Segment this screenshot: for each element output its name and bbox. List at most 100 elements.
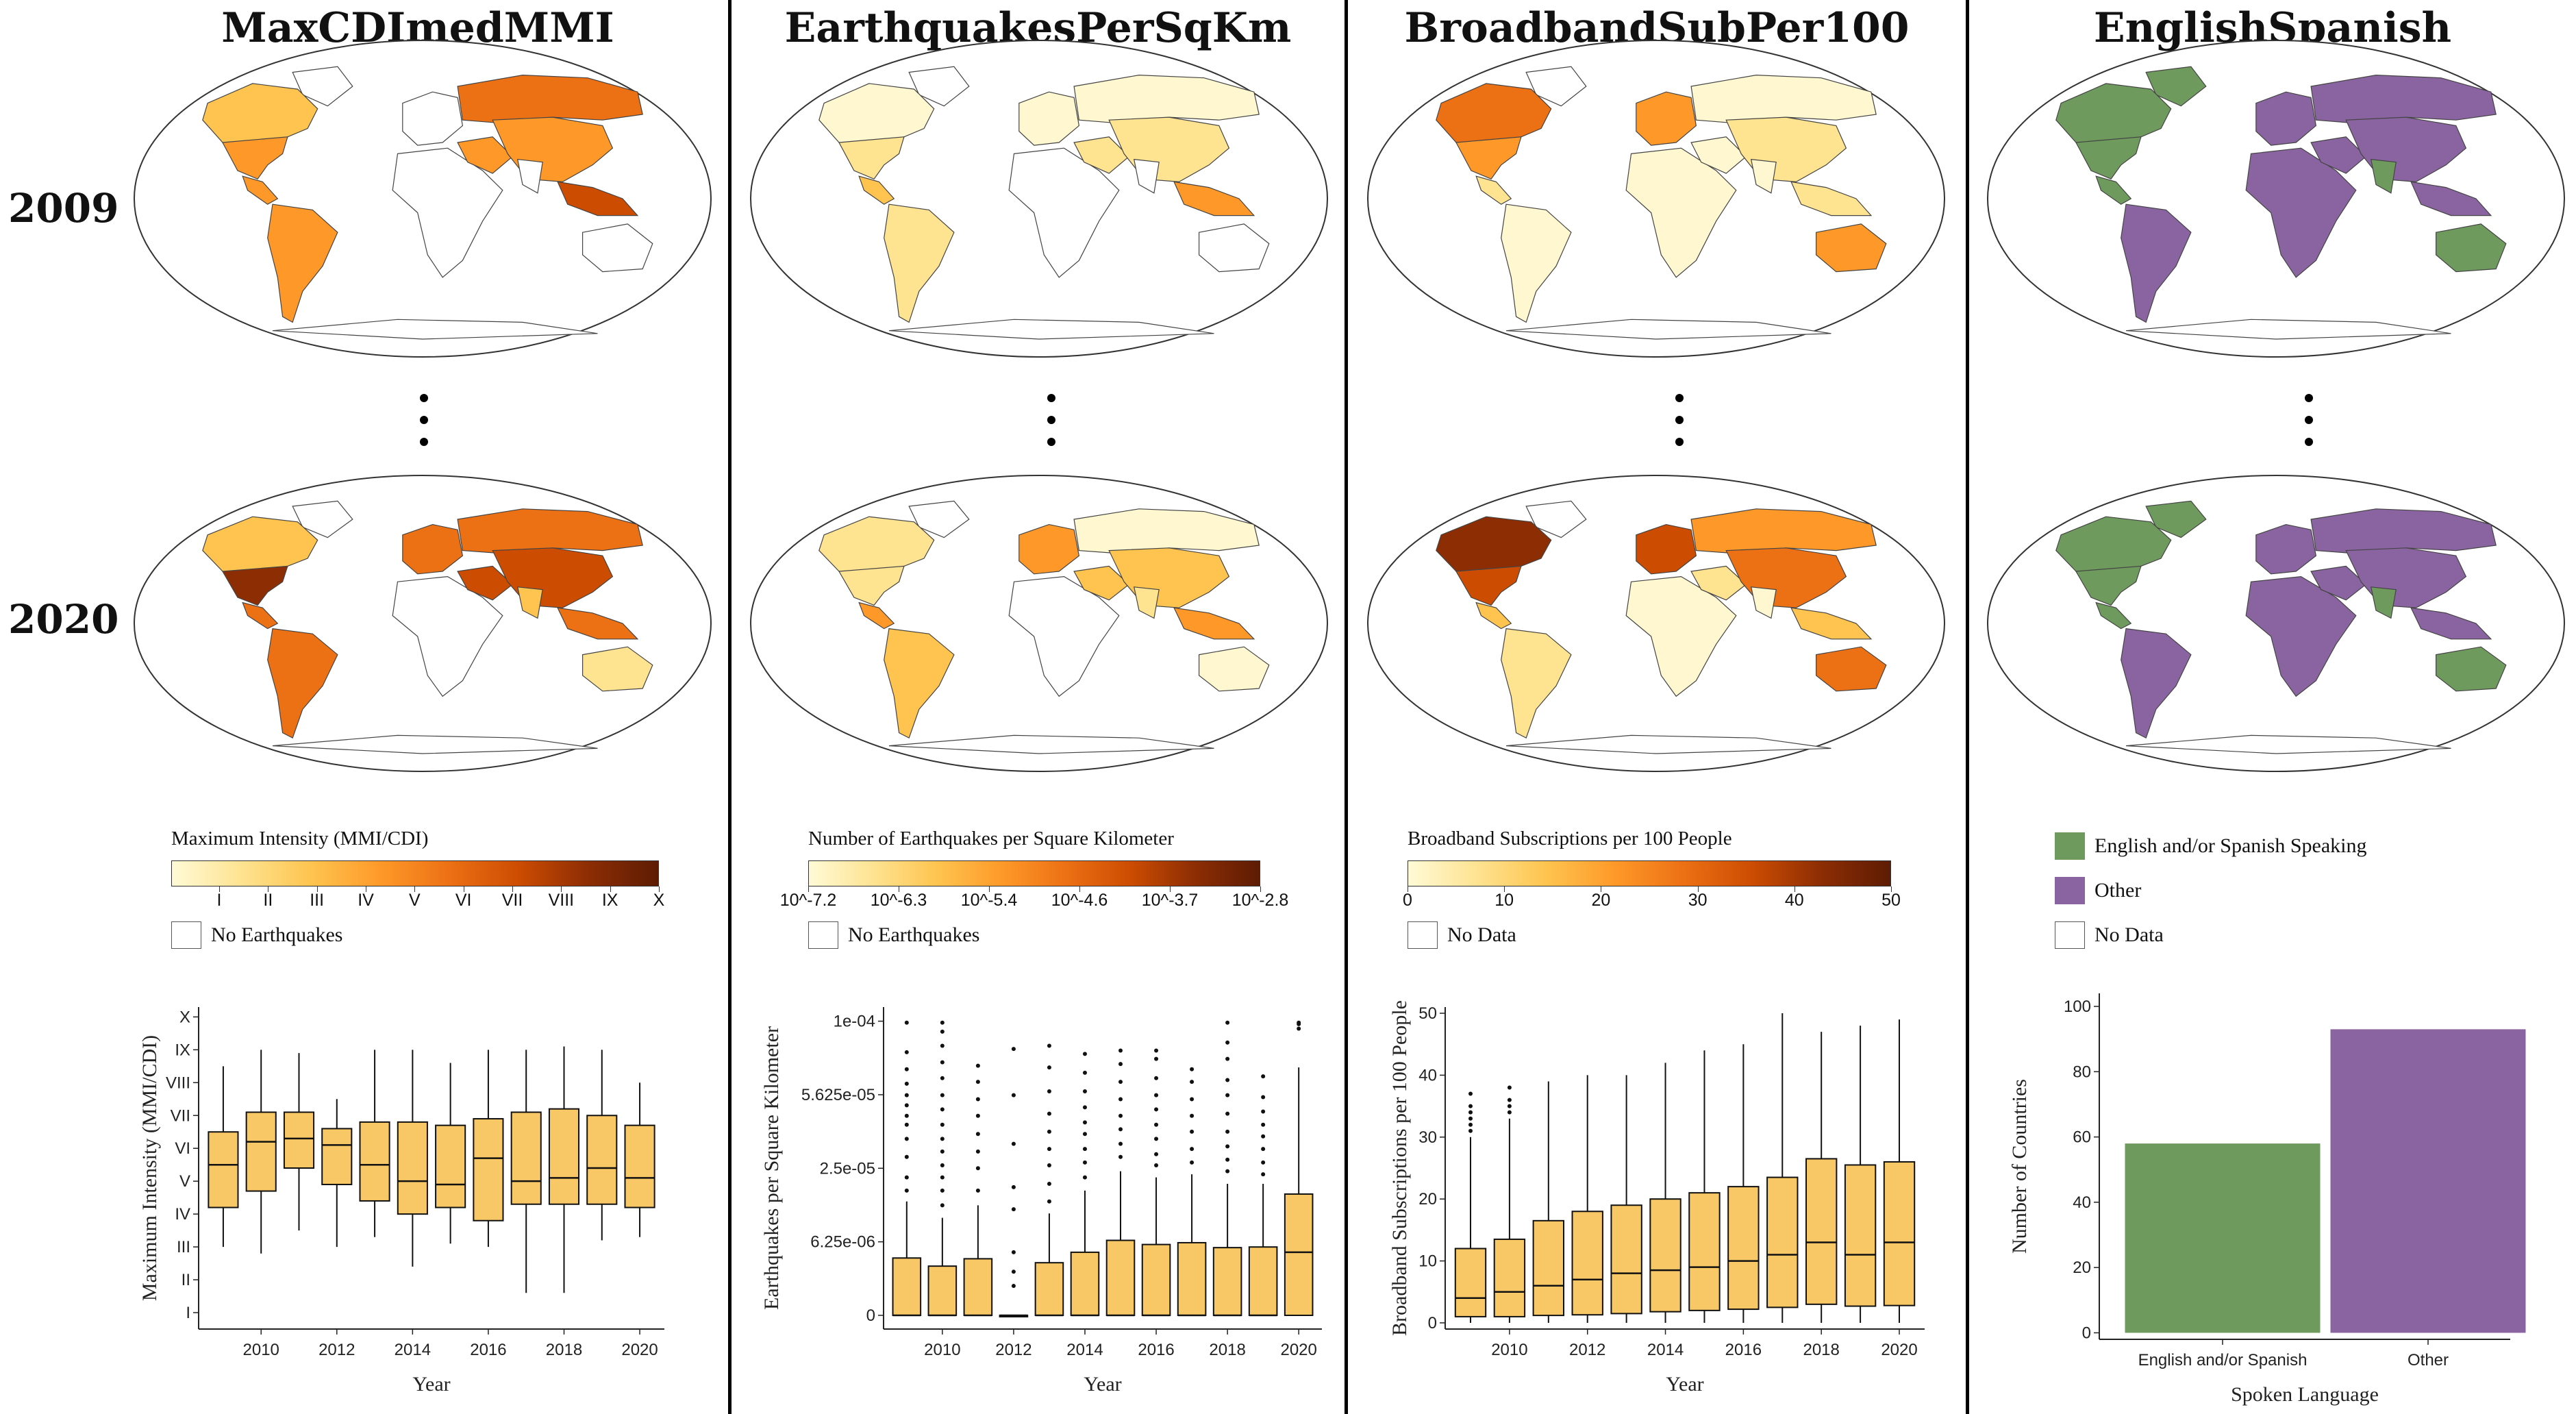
- map-region-europe: [402, 91, 464, 146]
- colorbar-tick-label: 30: [1688, 891, 1708, 910]
- map-region-australia: [582, 223, 653, 273]
- colorbar-tick-label: V: [408, 891, 421, 910]
- map-region-russia: [2310, 74, 2497, 123]
- colorbar-tick: [512, 886, 513, 892]
- swatch-purple: [2055, 877, 2085, 904]
- map-region-australia: [2436, 646, 2507, 692]
- colorbar: [1408, 860, 1891, 886]
- map-region-antarctica: [888, 319, 1214, 340]
- colorbar-tick: [1260, 886, 1261, 892]
- colorbar-tick-label: 10^-5.4: [960, 891, 1018, 910]
- map-region-india: [1133, 158, 1160, 194]
- world-map-2020: [750, 475, 1328, 772]
- legend-title: Maximum Intensity (MMI/CDI): [171, 828, 429, 849]
- colorbar-tick-label: VIII: [548, 891, 575, 910]
- legend-english-spanish: English and/or Spanish Speaking: [2055, 832, 2366, 860]
- map-region-usa: [2075, 136, 2142, 180]
- colorbar-tick: [1504, 886, 1505, 892]
- ellipsis-dots: [1675, 394, 1684, 460]
- map-region-seAsia: [1173, 607, 1255, 640]
- colorbar-tick: [1079, 886, 1080, 892]
- map-region-seAsia: [2410, 181, 2492, 216]
- colorbar-tick: [1891, 886, 1892, 892]
- map-region-southAmerica: [884, 203, 955, 323]
- colorbar-tick-label: I: [216, 891, 222, 910]
- map-region-greenland: [292, 500, 353, 538]
- world-maps: [134, 40, 2565, 772]
- map-region-usa: [838, 565, 905, 606]
- map-region-midEast: [2310, 136, 2367, 174]
- colorbar-tick: [989, 886, 990, 892]
- map-region-australia: [1816, 223, 1887, 273]
- legend-no-data: No Data: [1408, 921, 1516, 949]
- colorbar-tick-label: VII: [501, 891, 523, 910]
- map-region-greenland: [908, 500, 970, 538]
- map-region-europe: [2255, 523, 2317, 575]
- map-region-greenland: [1525, 500, 1587, 538]
- map-region-seAsia: [1173, 181, 1255, 216]
- legend-item-label: No Data: [2094, 923, 2164, 946]
- map-region-antarctica: [1505, 734, 1831, 754]
- map-region-antarctica: [2125, 734, 2451, 754]
- map-region-southAmerica: [2121, 203, 2192, 323]
- map-region-india: [2370, 158, 2397, 194]
- panel-divider-1: [728, 0, 731, 1414]
- map-region-midEast: [457, 565, 514, 601]
- map-region-midEast: [457, 136, 514, 174]
- colorbar-tick-label: 20: [1591, 891, 1611, 910]
- colorbar-tick: [808, 886, 809, 892]
- map-region-usa: [222, 565, 288, 606]
- map-region-australia: [1816, 646, 1887, 692]
- legend-no-data-label: No Earthquakes: [211, 923, 343, 946]
- colorbar-tick-label: 0: [1403, 891, 1412, 910]
- map-region-seAsia: [1790, 181, 1873, 216]
- swatch-green: [2055, 832, 2085, 860]
- colorbar-tick: [219, 886, 220, 892]
- colorbar-tick-label: 10^-4.6: [1051, 891, 1108, 910]
- map-region-seAsia: [2410, 607, 2492, 640]
- colorbar-tick: [610, 886, 611, 892]
- ellipsis-dots: [420, 394, 428, 460]
- legend-no-data: No Earthquakes: [171, 921, 342, 949]
- map-region-india: [516, 158, 543, 194]
- map-region-southAmerica: [884, 628, 955, 739]
- map-region-centralAm: [242, 601, 279, 630]
- colorbar: [171, 860, 659, 886]
- map-region-greenland: [908, 66, 970, 107]
- map-region-europe: [1636, 523, 1697, 575]
- colorbar-tick: [316, 886, 318, 892]
- map-region-midEast: [1073, 565, 1130, 601]
- world-map-2009: [1367, 40, 1945, 358]
- map-region-russia: [1073, 508, 1260, 554]
- map-region-centralAm: [858, 175, 895, 205]
- world-map-2020: [1987, 475, 2565, 772]
- map-region-india: [1750, 158, 1777, 194]
- colorbar-tick-label: IV: [358, 891, 374, 910]
- map-region-seAsia: [1790, 607, 1873, 640]
- panel-divider-3: [1966, 0, 1969, 1414]
- swatch-no-data: [1408, 921, 1438, 949]
- world-map-2020: [1367, 475, 1945, 772]
- map-region-seAsia: [557, 607, 639, 640]
- map-region-centralAm: [1475, 601, 1512, 630]
- map-region-europe: [1018, 91, 1080, 146]
- map-region-antarctica: [888, 734, 1214, 754]
- map-region-midEast: [1690, 136, 1747, 174]
- ellipsis-dots: [2305, 394, 2313, 460]
- map-region-australia: [582, 646, 653, 692]
- colorbar-tick: [561, 886, 562, 892]
- row-label-2020: 2020: [8, 596, 119, 643]
- colorbar-tick-label: X: [653, 891, 665, 910]
- map-region-usa: [838, 136, 905, 180]
- legend-item-label: English and/or Spanish Speaking: [2094, 834, 2367, 857]
- colorbar-tick: [414, 886, 416, 892]
- swatch-no-data: [2055, 921, 2085, 949]
- world-map-2020: [134, 475, 712, 772]
- map-region-europe: [402, 523, 464, 575]
- map-region-midEast: [2310, 565, 2367, 601]
- colorbar-tick: [659, 886, 660, 892]
- map-region-greenland: [292, 66, 353, 107]
- map-region-antarctica: [272, 734, 598, 754]
- map-region-centralAm: [2095, 601, 2132, 630]
- legend-no-data-label: No Earthquakes: [848, 923, 980, 946]
